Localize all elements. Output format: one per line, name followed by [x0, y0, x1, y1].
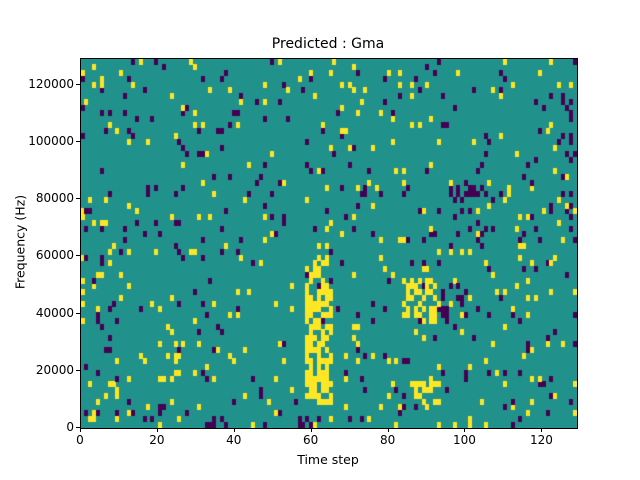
- y-tick-mark: [76, 140, 80, 142]
- y-tick-mark: [76, 255, 80, 257]
- y-tick-label: 0: [66, 420, 74, 434]
- x-tick-label: 80: [379, 433, 396, 447]
- x-tick-mark: [464, 428, 466, 432]
- x-tick-label: 100: [453, 433, 476, 447]
- x-tick-label: 120: [529, 433, 553, 447]
- x-tick-mark: [310, 428, 312, 432]
- x-tick-mark: [541, 428, 543, 432]
- y-tick-mark: [76, 312, 80, 314]
- y-tick-mark: [76, 198, 80, 200]
- y-tick-mark: [76, 369, 80, 371]
- y-tick-label: 100000: [28, 133, 74, 148]
- x-tick-mark: [80, 428, 81, 432]
- y-tick-label: 40000: [35, 305, 74, 320]
- chart-title: Predicted : Gma: [271, 36, 385, 52]
- y-tick-mark: [76, 427, 80, 428]
- y-tick-label: 60000: [35, 248, 74, 263]
- heatmap-canvas: [81, 59, 577, 428]
- x-tick-label: 20: [149, 433, 165, 447]
- plot-area: [80, 58, 578, 429]
- y-tick-label: 80000: [35, 191, 74, 206]
- y-tick-mark: [76, 83, 80, 85]
- x-tick-label: 0: [76, 433, 84, 447]
- x-tick-label: 40: [226, 433, 242, 447]
- y-tick-label: 120000: [28, 76, 74, 91]
- x-tick-mark: [387, 428, 389, 432]
- y-axis-label: Frequency (Hz): [12, 194, 28, 290]
- x-tick-label: 60: [303, 433, 319, 447]
- x-axis-label: Time step: [297, 452, 359, 467]
- y-tick-label: 20000: [35, 362, 74, 377]
- x-tick-mark: [156, 428, 158, 432]
- x-tick-mark: [233, 428, 235, 432]
